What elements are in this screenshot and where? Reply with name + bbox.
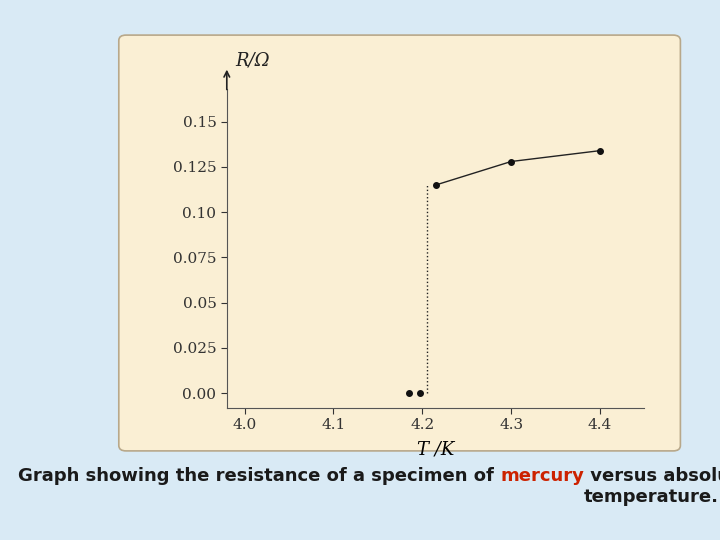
Text: versus absolute
temperature.: versus absolute temperature. — [584, 467, 720, 506]
X-axis label: T /K: T /K — [417, 441, 454, 458]
Text: mercury: mercury — [500, 467, 584, 485]
FancyBboxPatch shape — [119, 35, 680, 451]
Text: R/Ω: R/Ω — [235, 51, 270, 70]
Text: Graph showing the resistance of a specimen of: Graph showing the resistance of a specim… — [18, 467, 500, 485]
